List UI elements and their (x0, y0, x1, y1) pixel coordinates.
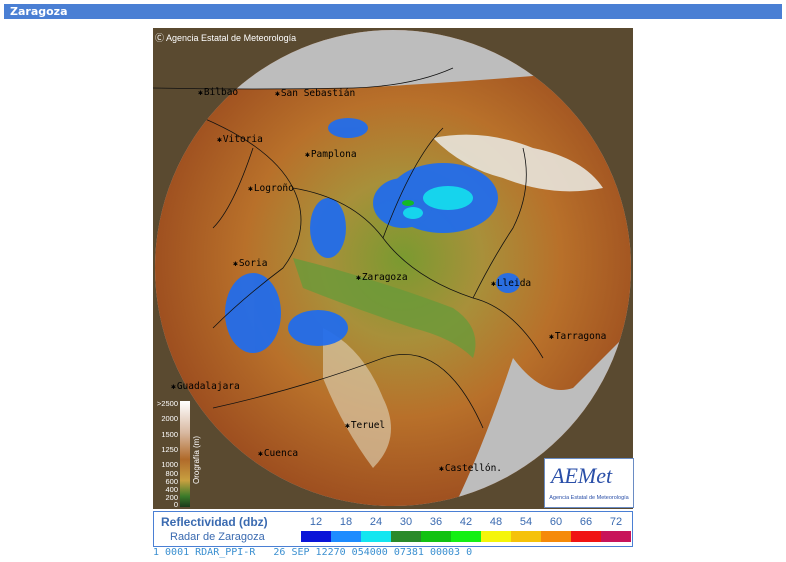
scale-value: 60 (549, 516, 563, 528)
city-zaragoza: Zaragoza (356, 272, 408, 283)
city-logrono: Logroño (248, 183, 294, 194)
altitude-label: 200 (165, 493, 178, 502)
city-san-sebastian: San Sebastián (275, 88, 355, 99)
scale-value: 36 (429, 516, 443, 528)
page-title: Zaragoza (4, 4, 782, 19)
scale-swatch (481, 531, 511, 542)
reflectivity-legend: Reflectividad (dbz) Radar de Zaragoza 12… (153, 511, 633, 547)
radar-terrain (153, 28, 633, 509)
logo-wordmark: AEMet (551, 463, 613, 488)
scale-swatch (511, 531, 541, 542)
scale-value: 54 (519, 516, 533, 528)
city-bilbao: Bilbao (198, 87, 238, 98)
scale-swatch (391, 531, 421, 542)
altitude-label: 600 (165, 477, 178, 486)
city-soria: Soria (233, 258, 268, 269)
altitude-label: 800 (165, 469, 178, 478)
altitude-label: 1250 (161, 445, 178, 454)
scale-swatch (331, 531, 361, 542)
scale-swatch (571, 531, 601, 542)
altitude-legend-title: Orografía (m) (192, 435, 201, 484)
scale-swatch (601, 531, 631, 542)
altitude-label: 1000 (161, 460, 178, 469)
legend-subtitle: Radar de Zaragoza (170, 531, 265, 543)
city-castellon: Castellón. (439, 463, 502, 474)
scale-swatch (541, 531, 571, 542)
city-teruel: Teruel (345, 420, 385, 431)
city-tarragona: Tarragona (549, 331, 606, 342)
legend-title: Reflectividad (dbz) (161, 515, 268, 529)
copyright-notice: Ⓒ Agencia Estatal de Meteorología (155, 33, 297, 43)
scale-swatch (451, 531, 481, 542)
status-line: 1 0001 RDAR_PPI-R 26 SEP 12270 054000 07… (153, 547, 633, 559)
altitude-label: 400 (165, 485, 178, 494)
scale-swatch (361, 531, 391, 542)
aemet-logo: AEMet Agencia Estatal de Meteorología (544, 458, 634, 508)
altitude-color-bar (180, 401, 190, 507)
scale-swatch (301, 531, 331, 542)
scale-value: 48 (489, 516, 503, 528)
city-guadalajara: Guadalajara (171, 381, 240, 392)
scale-value: 72 (609, 516, 623, 528)
altitude-label: 2000 (161, 414, 178, 423)
scale-value: 42 (459, 516, 473, 528)
altitude-label: >2500 (156, 399, 178, 408)
city-cuenca: Cuenca (258, 448, 298, 459)
altitude-label: 1500 (161, 430, 178, 439)
scale-value: 66 (579, 516, 593, 528)
altitude-label: 0 (173, 500, 178, 509)
scale-value: 30 (399, 516, 413, 528)
scale-value: 12 (309, 516, 323, 528)
scale-value: 18 (339, 516, 353, 528)
radar-map: Ⓒ Agencia Estatal de Meteorología Bilbao… (153, 28, 633, 509)
city-vitoria: Vitoria (217, 134, 263, 145)
copyright-icon: Ⓒ (155, 33, 167, 43)
scale-value: 24 (369, 516, 383, 528)
scale-swatch (421, 531, 451, 542)
city-lleida: Lleida (491, 278, 531, 289)
logo-subtitle: Agencia Estatal de Meteorología (549, 495, 629, 501)
city-pamplona: Pamplona (305, 149, 357, 160)
